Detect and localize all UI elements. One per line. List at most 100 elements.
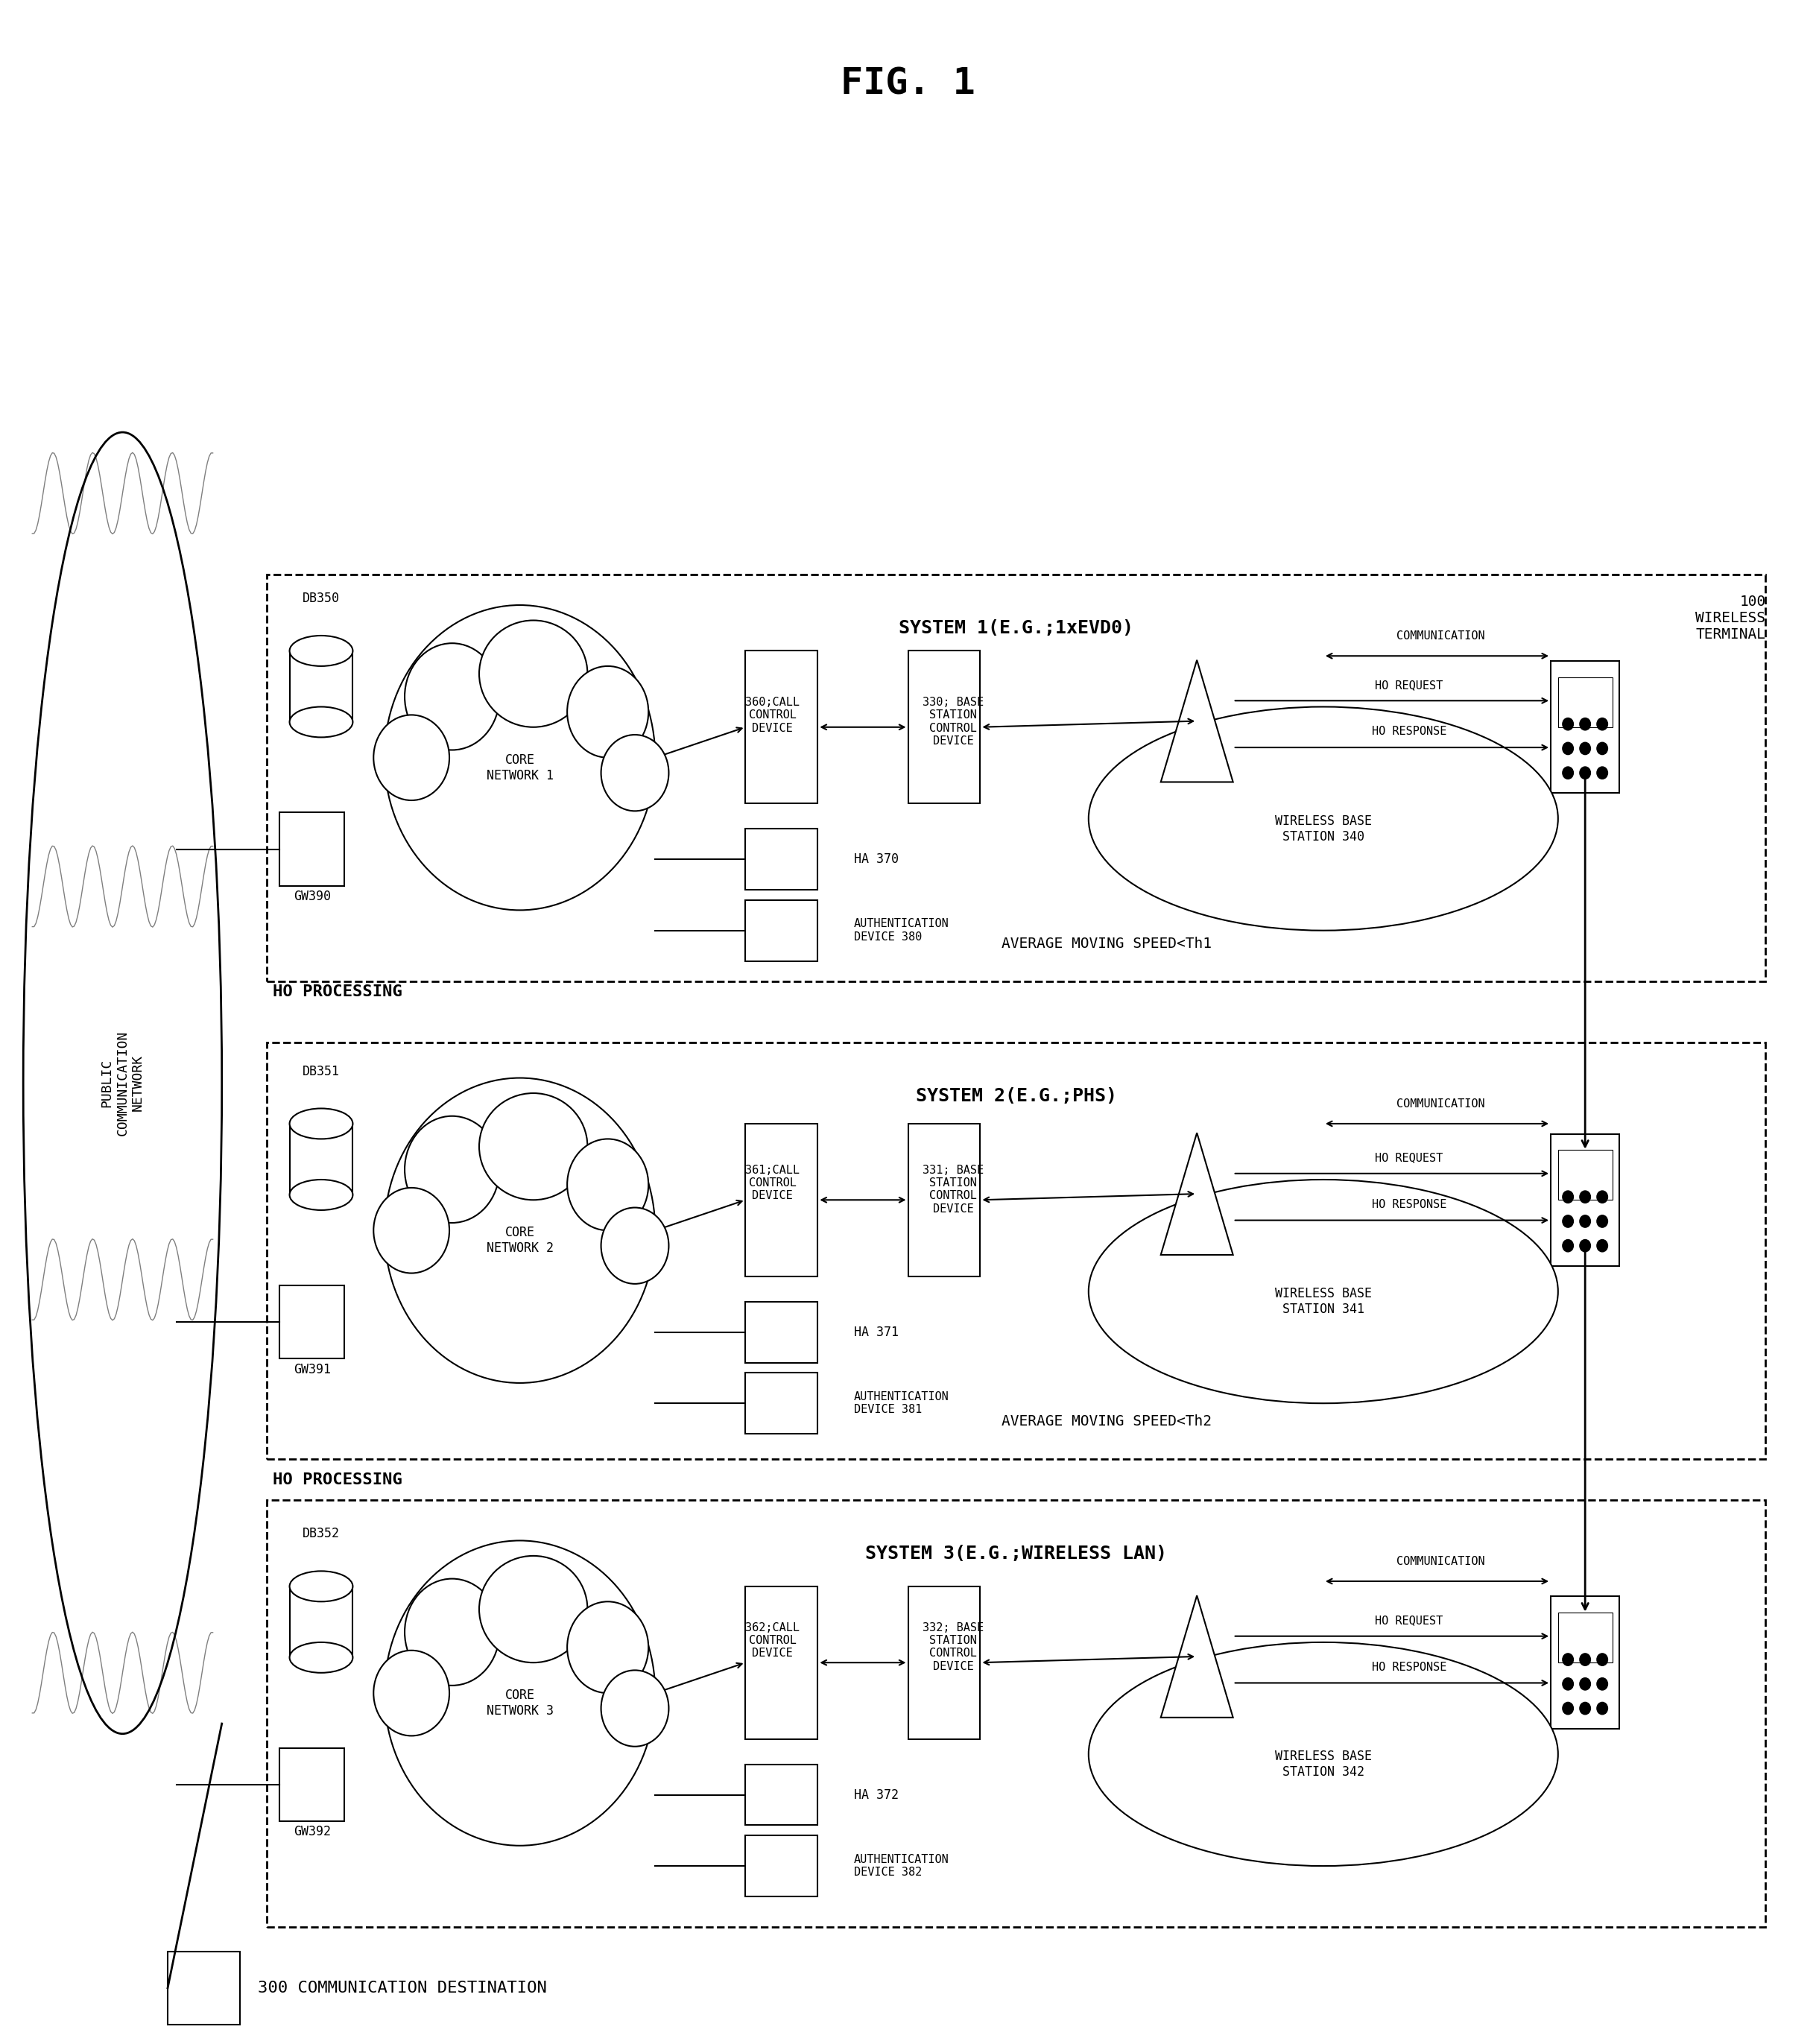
Ellipse shape <box>405 1116 499 1222</box>
Circle shape <box>1562 1192 1573 1204</box>
Text: CORE
NETWORK 3: CORE NETWORK 3 <box>487 1688 554 1717</box>
FancyBboxPatch shape <box>289 1586 352 1658</box>
Ellipse shape <box>601 1208 668 1284</box>
Text: HA 372: HA 372 <box>854 1788 899 1801</box>
Polygon shape <box>1160 660 1233 783</box>
Ellipse shape <box>385 1541 656 1846</box>
Ellipse shape <box>374 1188 449 1273</box>
Text: COMMUNICATION: COMMUNICATION <box>1397 1555 1485 1568</box>
Text: GW390: GW390 <box>294 889 331 903</box>
Circle shape <box>1596 717 1607 730</box>
Polygon shape <box>1160 1596 1233 1717</box>
Text: HO RESPONSE: HO RESPONSE <box>1371 1662 1447 1672</box>
Ellipse shape <box>289 1641 352 1672</box>
Text: AUTHENTICATION
DEVICE 381: AUTHENTICATION DEVICE 381 <box>854 1392 950 1414</box>
Ellipse shape <box>479 621 588 728</box>
FancyBboxPatch shape <box>746 1302 817 1363</box>
Text: 100
WIRELESS
TERMINAL: 100 WIRELESS TERMINAL <box>1696 595 1765 642</box>
Text: WIRELESS BASE
STATION 341: WIRELESS BASE STATION 341 <box>1275 1288 1371 1316</box>
Circle shape <box>1596 1239 1607 1251</box>
Circle shape <box>1596 1216 1607 1226</box>
Ellipse shape <box>385 1077 656 1384</box>
Circle shape <box>1580 1216 1591 1226</box>
Polygon shape <box>1160 1132 1233 1255</box>
Circle shape <box>1580 1192 1591 1204</box>
Ellipse shape <box>405 644 499 750</box>
Text: HA 370: HA 370 <box>854 852 899 867</box>
Ellipse shape <box>405 1578 499 1686</box>
Ellipse shape <box>289 707 352 738</box>
Text: GW391: GW391 <box>294 1363 331 1376</box>
FancyBboxPatch shape <box>746 1836 817 1897</box>
Ellipse shape <box>567 666 648 758</box>
Circle shape <box>1580 717 1591 730</box>
FancyBboxPatch shape <box>1558 1613 1613 1662</box>
FancyBboxPatch shape <box>746 650 817 803</box>
Circle shape <box>1596 1703 1607 1715</box>
Circle shape <box>1580 1239 1591 1251</box>
Text: CORE
NETWORK 1: CORE NETWORK 1 <box>487 754 554 783</box>
Ellipse shape <box>289 636 352 666</box>
Circle shape <box>1580 742 1591 754</box>
Ellipse shape <box>1088 1179 1558 1404</box>
Text: 331; BASE
STATION
CONTROL
DEVICE: 331; BASE STATION CONTROL DEVICE <box>923 1165 984 1214</box>
Text: WIRELESS BASE
STATION 342: WIRELESS BASE STATION 342 <box>1275 1750 1371 1778</box>
FancyBboxPatch shape <box>746 1124 817 1275</box>
Text: HO REQUEST: HO REQUEST <box>1375 679 1444 691</box>
Circle shape <box>1580 766 1591 779</box>
FancyBboxPatch shape <box>908 650 981 803</box>
Text: CORE
NETWORK 2: CORE NETWORK 2 <box>487 1226 554 1255</box>
FancyBboxPatch shape <box>746 899 817 961</box>
Ellipse shape <box>385 605 656 910</box>
Text: HO REQUEST: HO REQUEST <box>1375 1615 1444 1625</box>
FancyBboxPatch shape <box>167 1952 240 2026</box>
Text: SYSTEM 3(E.G.;WIRELESS LAN): SYSTEM 3(E.G.;WIRELESS LAN) <box>866 1545 1168 1562</box>
FancyBboxPatch shape <box>908 1124 981 1275</box>
FancyBboxPatch shape <box>1551 1596 1620 1729</box>
Circle shape <box>1562 766 1573 779</box>
FancyBboxPatch shape <box>280 1286 345 1359</box>
Text: GW392: GW392 <box>294 1825 331 1840</box>
Text: HA 371: HA 371 <box>854 1325 899 1339</box>
Ellipse shape <box>479 1555 588 1662</box>
Ellipse shape <box>1088 707 1558 930</box>
FancyBboxPatch shape <box>1558 677 1613 728</box>
Text: DB350: DB350 <box>303 591 340 605</box>
Ellipse shape <box>24 431 222 1733</box>
Ellipse shape <box>374 1650 449 1735</box>
Text: AVERAGE MOVING SPEED<Th1: AVERAGE MOVING SPEED<Th1 <box>1002 936 1211 950</box>
Ellipse shape <box>567 1602 648 1692</box>
Text: HO PROCESSING: HO PROCESSING <box>272 1472 401 1488</box>
FancyBboxPatch shape <box>746 1764 817 1825</box>
Text: SYSTEM 1(E.G.;1xEVD0): SYSTEM 1(E.G.;1xEVD0) <box>899 619 1133 638</box>
FancyBboxPatch shape <box>280 814 345 885</box>
Text: SYSTEM 2(E.G.;PHS): SYSTEM 2(E.G.;PHS) <box>915 1087 1117 1106</box>
Ellipse shape <box>289 1572 352 1602</box>
Text: DB351: DB351 <box>303 1065 340 1077</box>
Circle shape <box>1580 1654 1591 1666</box>
Ellipse shape <box>601 734 668 811</box>
Circle shape <box>1596 766 1607 779</box>
Text: WIRELESS BASE
STATION 340: WIRELESS BASE STATION 340 <box>1275 814 1371 844</box>
FancyBboxPatch shape <box>1551 660 1620 793</box>
Text: FIG. 1: FIG. 1 <box>841 65 975 102</box>
Circle shape <box>1596 1654 1607 1666</box>
Text: DB352: DB352 <box>303 1527 340 1541</box>
Text: 300 COMMUNICATION DESTINATION: 300 COMMUNICATION DESTINATION <box>258 1981 547 1995</box>
Circle shape <box>1562 1239 1573 1251</box>
FancyBboxPatch shape <box>280 1748 345 1821</box>
Text: HO PROCESSING: HO PROCESSING <box>272 983 401 1000</box>
Circle shape <box>1580 1678 1591 1690</box>
Ellipse shape <box>289 1179 352 1210</box>
Circle shape <box>1562 1678 1573 1690</box>
FancyBboxPatch shape <box>746 828 817 889</box>
Circle shape <box>1562 717 1573 730</box>
Ellipse shape <box>567 1139 648 1230</box>
Circle shape <box>1596 742 1607 754</box>
Text: HO RESPONSE: HO RESPONSE <box>1371 726 1447 738</box>
Text: PUBLIC
COMMUNICATION
NETWORK: PUBLIC COMMUNICATION NETWORK <box>100 1030 145 1136</box>
Circle shape <box>1596 1192 1607 1204</box>
Ellipse shape <box>1088 1641 1558 1866</box>
Circle shape <box>1596 1678 1607 1690</box>
FancyBboxPatch shape <box>1558 1151 1613 1200</box>
